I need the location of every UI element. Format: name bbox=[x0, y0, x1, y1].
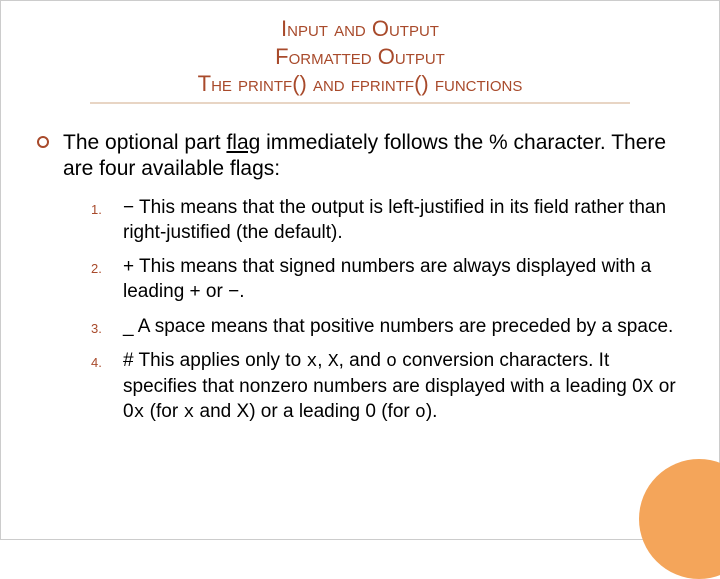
intro-row: The optional part flag immediately follo… bbox=[37, 130, 683, 183]
list-item: 3. _ A space means that positive numbers… bbox=[91, 315, 683, 340]
item-body: A space means that positive numbers are … bbox=[134, 316, 674, 337]
ring-bullet-icon bbox=[37, 136, 49, 148]
item-body: This applies only to x, X, and o convers… bbox=[123, 350, 676, 422]
item-body: This means that signed numbers are alway… bbox=[123, 256, 651, 302]
header-line1: Input and Output bbox=[1, 15, 719, 43]
list-number: 1. bbox=[91, 196, 123, 219]
list-number: 3. bbox=[91, 315, 123, 338]
list-item: 2. + This means that signed numbers are … bbox=[91, 255, 683, 304]
lead-symbol: # bbox=[123, 350, 134, 371]
list-text: _ A space means that positive numbers ar… bbox=[123, 315, 683, 340]
list-item: 4. # This applies only to x, X, and o co… bbox=[91, 349, 683, 425]
list-text: # This applies only to x, X, and o conve… bbox=[123, 349, 683, 425]
intro-prefix: The optional part bbox=[63, 131, 226, 154]
lead-symbol: _ bbox=[123, 316, 134, 337]
intro-text: The optional part flag immediately follo… bbox=[63, 130, 683, 183]
corner-circle-icon bbox=[639, 459, 720, 579]
slide-content: The optional part flag immediately follo… bbox=[1, 114, 719, 426]
list-text: + This means that signed numbers are alw… bbox=[123, 255, 683, 304]
lead-symbol: − bbox=[123, 197, 134, 218]
flag-list: 1. − This means that the output is left-… bbox=[37, 196, 683, 426]
header-line3: The printf() and fprintf() functions bbox=[90, 70, 630, 98]
list-item: 1. − This means that the output is left-… bbox=[91, 196, 683, 245]
list-text: − This means that the output is left-jus… bbox=[123, 196, 683, 245]
lead-symbol: + bbox=[123, 256, 134, 277]
slide-header: Input and Output Formatted Output The pr… bbox=[1, 1, 719, 114]
list-number: 2. bbox=[91, 255, 123, 278]
header-line2: Formatted Output bbox=[1, 43, 719, 71]
item-body: This means that the output is left-justi… bbox=[123, 197, 666, 243]
list-number: 4. bbox=[91, 349, 123, 372]
header-rule: The printf() and fprintf() functions bbox=[90, 70, 630, 104]
intro-flag: flag bbox=[226, 131, 260, 154]
